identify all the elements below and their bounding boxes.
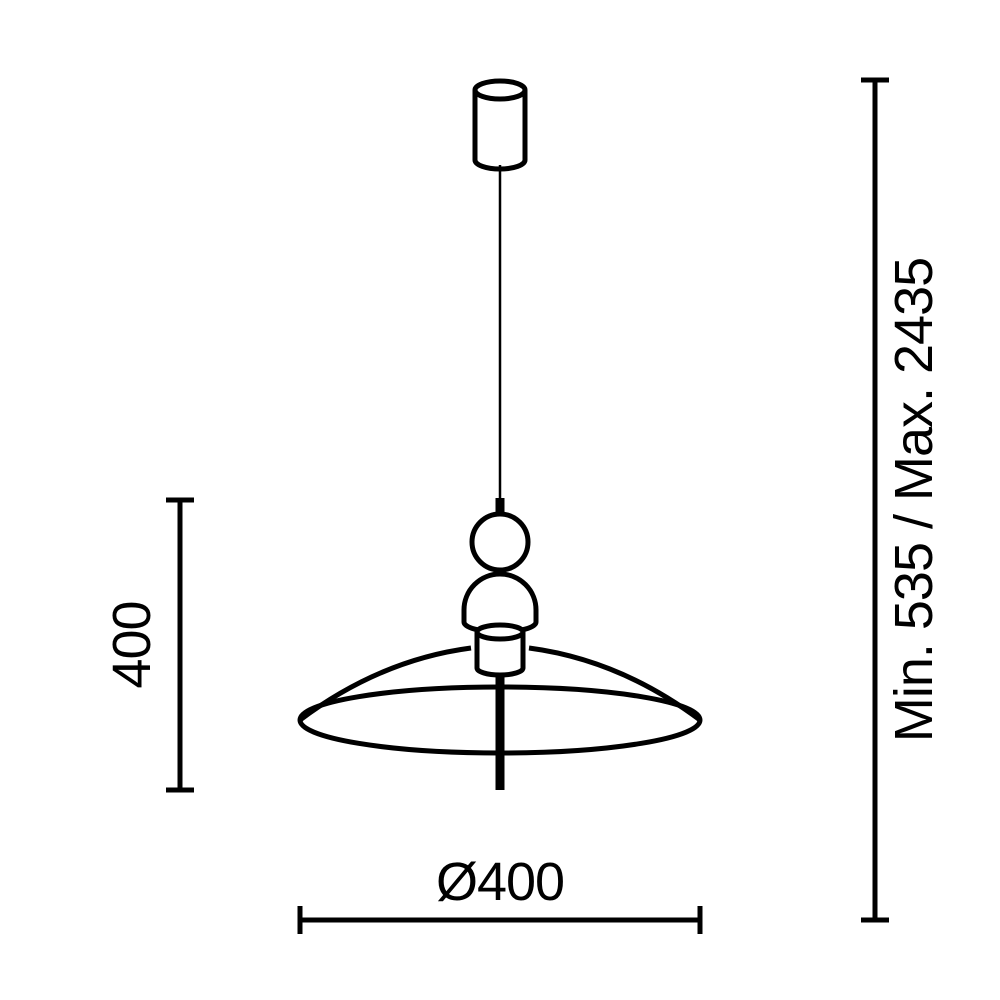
dimension-left (166, 500, 194, 790)
dimension-bottom-label: Ø400 (436, 852, 564, 912)
ceiling-canopy (475, 81, 525, 169)
decorative-ball (472, 514, 528, 570)
dimension-right-label: Min. 535 / Max. 2435 (884, 258, 944, 742)
dimension-left-label: 400 (102, 601, 162, 688)
pendant-lamp-diagram: 400 Ø400 Min. 535 / Max. 2435 (0, 0, 1000, 1000)
socket (477, 625, 523, 675)
